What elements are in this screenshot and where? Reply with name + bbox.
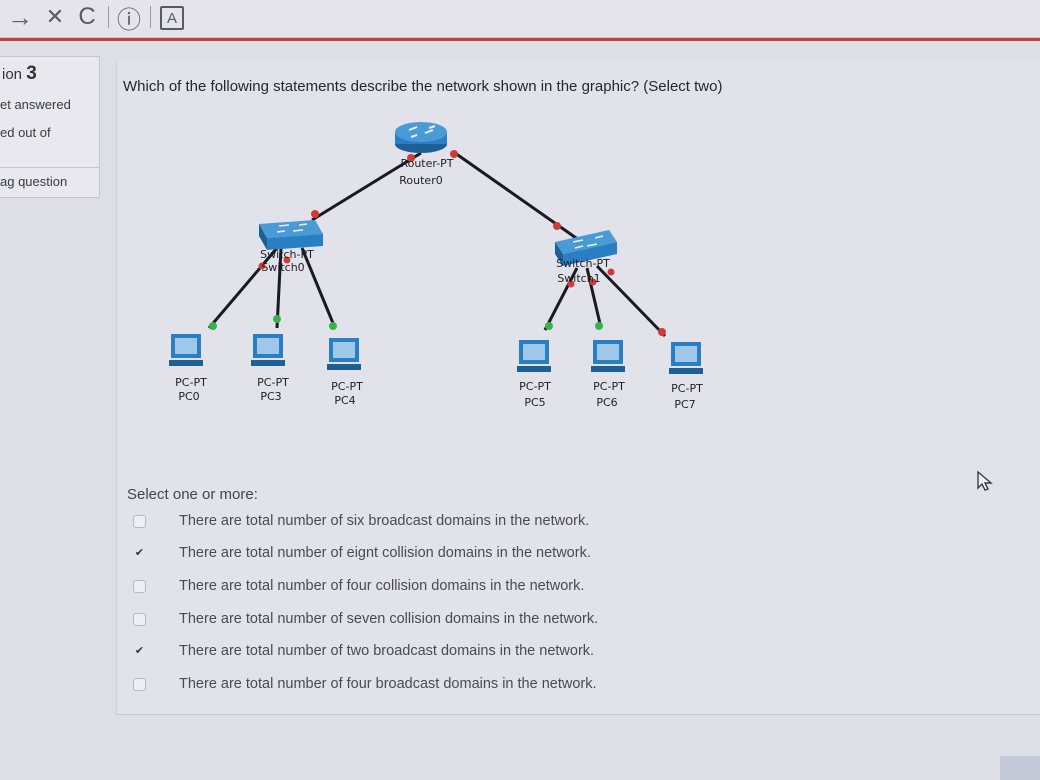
tab-icon[interactable]: A bbox=[160, 6, 184, 30]
pc0-type-label: PC-PT bbox=[175, 376, 207, 389]
link-up-dot bbox=[545, 322, 553, 330]
switch0-type-label: Switch-PT bbox=[260, 248, 314, 261]
pc5-name-label: PC5 bbox=[524, 396, 545, 409]
link-down-dot bbox=[407, 154, 415, 162]
link-switch1-pc7 bbox=[595, 264, 667, 338]
link-up-dot bbox=[595, 322, 603, 330]
network-links bbox=[207, 151, 667, 338]
header-accent-line bbox=[0, 38, 1040, 41]
link-down-dot bbox=[607, 268, 615, 276]
answer-checkbox[interactable] bbox=[133, 514, 146, 528]
answer-checkbox[interactable]: ✔ bbox=[133, 546, 146, 560]
toolbar-divider bbox=[108, 6, 109, 28]
marks-label: ed out of bbox=[0, 125, 51, 140]
question-number-label: ion 3 bbox=[2, 63, 37, 84]
browser-toolbar: → ✕ C ⓘ A bbox=[0, 0, 1040, 38]
link-switch0-pc0 bbox=[207, 247, 279, 329]
link-up-dot bbox=[209, 322, 217, 330]
flag-question-link[interactable]: ag question bbox=[0, 167, 99, 189]
info-icon[interactable]: ⓘ bbox=[117, 6, 141, 34]
switch0-name-label: Switch0 bbox=[261, 261, 304, 274]
pc7-name-label: PC7 bbox=[674, 398, 695, 411]
link-down-dot bbox=[311, 210, 319, 218]
answer-option-label: There are total number of four collision… bbox=[179, 578, 585, 594]
pc6-type-label: PC-PT bbox=[593, 380, 625, 393]
pc3-type-label: PC-PT bbox=[257, 376, 289, 389]
pc-icon-2 bbox=[327, 338, 361, 370]
pc6-name-label: PC6 bbox=[596, 396, 617, 409]
link-up-dot bbox=[329, 322, 337, 330]
pc5-type-label: PC-PT bbox=[519, 380, 551, 393]
answer-option[interactable]: There are total number of seven collisio… bbox=[127, 608, 727, 630]
pc-icon-3 bbox=[517, 340, 551, 372]
answer-checkbox[interactable] bbox=[133, 612, 146, 626]
pc-icon-4 bbox=[591, 340, 625, 372]
answer-status: et answered bbox=[0, 97, 71, 112]
select-prompt: Select one or more: bbox=[127, 486, 258, 503]
network-diagram: Router-PT Router0 Switch-PT Switch0 Swit… bbox=[169, 122, 703, 411]
pc3-name-label: PC3 bbox=[260, 390, 281, 403]
link-down-dot bbox=[283, 256, 291, 264]
back-arrow-icon[interactable]: → bbox=[7, 1, 33, 32]
pc-icon-5 bbox=[669, 342, 703, 374]
answer-option[interactable]: ✔ There are total number of two broadcas… bbox=[127, 640, 727, 662]
reload-icon[interactable]: C bbox=[78, 3, 96, 30]
question-text: Which of the following statements descri… bbox=[123, 78, 723, 95]
switch-icon bbox=[555, 230, 617, 266]
link-router-switch0 bbox=[311, 151, 422, 222]
mouse-cursor-icon bbox=[977, 470, 993, 491]
router-type-label: Router-PT bbox=[400, 157, 453, 170]
next-page-button[interactable] bbox=[1000, 756, 1040, 780]
link-down-dot bbox=[567, 280, 575, 288]
pc-icon-1 bbox=[251, 334, 285, 366]
answer-option-label: There are total number of six broadcast … bbox=[179, 513, 590, 529]
link-down-dot bbox=[258, 262, 266, 270]
switch-icon bbox=[259, 220, 323, 250]
question-content: Which of the following statements descri… bbox=[116, 60, 1040, 715]
toolbar-divider bbox=[150, 6, 151, 28]
answer-option-label: There are total number of four broadcast… bbox=[179, 676, 597, 692]
close-icon[interactable]: ✕ bbox=[45, 4, 65, 29]
answer-option-label: There are total number of seven collisio… bbox=[179, 611, 599, 627]
answer-checkbox[interactable]: ✔ bbox=[133, 644, 146, 658]
answer-option[interactable]: ✔ There are total number of eignt collis… bbox=[127, 542, 727, 564]
question-number: 3 bbox=[26, 63, 37, 84]
link-status-dots bbox=[209, 150, 666, 336]
answer-option[interactable]: There are total number of six broadcast … bbox=[127, 510, 727, 532]
answer-checkbox[interactable] bbox=[133, 677, 146, 691]
question-info-panel: ion 3 et answered ed out of ag question bbox=[0, 56, 100, 198]
pc4-name-label: PC4 bbox=[334, 394, 355, 407]
link-switch1-pc6 bbox=[585, 267, 603, 329]
answer-option[interactable]: There are total number of four collision… bbox=[127, 575, 727, 597]
pc0-name-label: PC0 bbox=[178, 390, 199, 403]
link-down-dot bbox=[589, 278, 597, 286]
link-up-dot bbox=[273, 315, 281, 323]
answer-option[interactable]: There are total number of four broadcast… bbox=[127, 673, 727, 695]
switch1-name-label: Switch1 bbox=[557, 272, 600, 285]
answer-option-label: There are total number of eignt collisio… bbox=[179, 545, 591, 561]
answer-option-label: There are total number of two broadcast … bbox=[179, 643, 595, 659]
router-icon bbox=[395, 122, 447, 153]
pc7-type-label: PC-PT bbox=[671, 382, 703, 395]
link-down-dot bbox=[658, 328, 666, 336]
link-switch1-pc5 bbox=[543, 267, 579, 331]
pc4-type-label: PC-PT bbox=[331, 380, 363, 393]
router-name-label: Router0 bbox=[399, 174, 442, 187]
link-down-dot bbox=[450, 150, 458, 158]
answer-checkbox[interactable] bbox=[133, 579, 146, 593]
link-switch0-pc3 bbox=[275, 247, 283, 329]
link-down-dot bbox=[553, 222, 561, 230]
link-switch0-pc4 bbox=[300, 247, 337, 329]
pc-icon-0 bbox=[169, 334, 203, 366]
switch1-type-label: Switch-PT bbox=[556, 257, 610, 270]
